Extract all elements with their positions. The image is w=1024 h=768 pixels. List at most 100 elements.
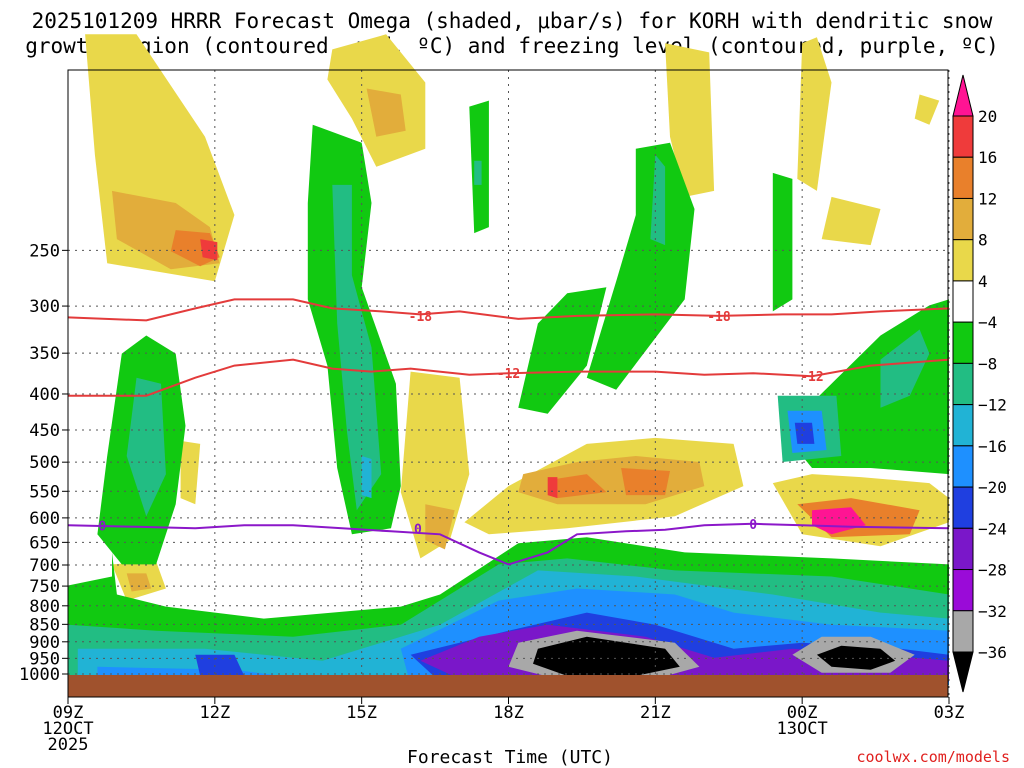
colorbar-label-11: −28 [978,561,1007,580]
colorbar-label-1: 16 [978,148,997,167]
omega-region-32 [772,172,793,312]
contour-line-0 [67,298,950,322]
omega-region-7 [797,37,832,191]
x-tick-label-9-0: 18Z [493,703,524,723]
y-tick-label-500: 500 [29,453,60,473]
colorbar-cap-top [952,74,974,117]
x-tick-label-12-0: 21Z [640,703,671,723]
omega-region-17 [547,474,607,499]
omega-region-27 [361,456,372,499]
colorbar-swatch-1 [952,156,974,199]
colorbar-legend: 20 16 12 8 4 −4 −8 −12 −16 −20 −24 −28 −32 −36 [952,74,1007,693]
omega-region-29 [474,160,482,185]
contour-line-1 [68,358,950,397]
omega-region-33 [518,287,607,414]
y-tick-label-650: 650 [29,533,60,553]
colorbar-label-8: −16 [978,437,1007,456]
colorbar-label-2: 12 [978,189,997,208]
colorbar-swatch-5 [952,321,974,364]
colorbar-cap-bottom [952,651,974,693]
colorbar-swatch-7 [952,404,974,447]
y-tick-label-450: 450 [29,421,60,441]
omega-region-24 [126,377,166,517]
y-tick-label-900: 900 [29,633,60,653]
y-tick-label-850: 850 [29,615,60,635]
omega-region-26 [332,184,382,511]
contour-label-0-1: -18 [707,310,731,325]
colorbar-swatch-11 [952,569,974,612]
contour-label-2-1: 0 [414,522,422,537]
chart-title-line-2: growth region (contoured, red, ºC) and f… [25,34,999,58]
colorbar-label-12: −32 [978,602,1007,621]
omega-region-44 [195,654,245,676]
omega-region-12 [180,440,201,505]
y-tick-label-350: 350 [29,344,60,364]
contour-label-1-0: -12 [497,367,520,382]
omega-region-50 [816,645,896,670]
x-tick-label-18-0: 03Z [934,703,965,723]
colorbar-swatch-8 [952,445,974,488]
colorbar-label-6: −8 [978,354,997,373]
colorbar-label-3: 8 [978,231,988,250]
omega-region-30 [586,142,695,390]
chart-title-line-1: 2025101209 HRRR Forecast Omega (shaded, … [32,9,993,33]
x-tick-label-15-1: 13OCT [777,719,828,739]
y-tick-label-600: 600 [29,509,60,529]
omega-region-6 [665,43,715,197]
colorbar-swatch-3 [952,239,974,282]
x-tick-label-0-1: 12OCT [42,719,93,739]
y-tick-label-1000: 1000 [19,665,60,685]
y-tick-label-800: 800 [29,597,60,617]
omega-region-18 [621,468,670,496]
colorbar-label-0: 20 [978,107,997,126]
colorbar-swatch-4 [952,280,974,323]
omega-region-9 [914,94,940,125]
contour-line-2 [67,522,950,566]
omega-region-31 [650,154,666,246]
colorbar-swatch-12 [952,610,974,653]
colorbar-swatch-6 [952,362,974,406]
omega-region-19 [547,477,558,499]
colorbar-label-4: 4 [978,272,988,291]
x-tick-label-0-2: 2025 [48,735,89,755]
colorbar-label-10: −24 [978,519,1007,538]
x-tick-label-15-0: 00Z [787,703,818,723]
temperature-contours: -18 -18 -12 -12 0 0 0 [67,298,950,566]
y-tick-label-400: 400 [29,385,60,405]
colorbar-swatch-0 [952,115,974,158]
y-axis-pressure: 2503003504004505005506006507007508008509… [19,241,68,685]
x-tick-label-0-0: 09Z [53,703,84,723]
contour-label-1-1: -12 [800,370,823,385]
omega-shading [68,34,950,685]
ground-terrain [68,675,948,697]
contour-label-2-0: 0 [98,519,106,534]
omega-region-8 [821,196,881,246]
contour-label-2-2: 0 [749,518,757,533]
credit-text: coolwx.com/models [856,748,1010,766]
contour-label-0-0: -18 [409,310,433,325]
colorbar-swatch-9 [952,486,974,529]
colorbar-label-5: −4 [978,313,997,332]
y-tick-label-250: 250 [29,241,60,261]
omega-region-35 [880,329,930,408]
colorbar-label-7: −12 [978,396,1007,415]
colorbar-swatch-2 [952,197,974,241]
x-tick-label-6-0: 15Z [346,703,377,723]
omega-region-49 [533,636,680,676]
x-tick-label-3-0: 12Z [199,703,230,723]
y-tick-label-750: 750 [29,577,60,597]
y-tick-label-300: 300 [29,297,60,317]
x-axis-label: Forecast Time (UTC) [407,747,613,768]
y-tick-label-950: 950 [29,649,60,669]
colorbar-label-9: −20 [978,478,1007,497]
plot-area: -18 -18 -12 -12 0 0 0 [67,34,950,698]
omega-region-3 [200,239,218,261]
colorbar-swatch-10 [952,527,974,571]
omega-region-5 [366,88,406,137]
y-tick-label-700: 700 [29,556,60,576]
omega-region-38 [794,422,815,444]
y-tick-label-550: 550 [29,482,60,502]
omega-region-14 [126,573,152,592]
